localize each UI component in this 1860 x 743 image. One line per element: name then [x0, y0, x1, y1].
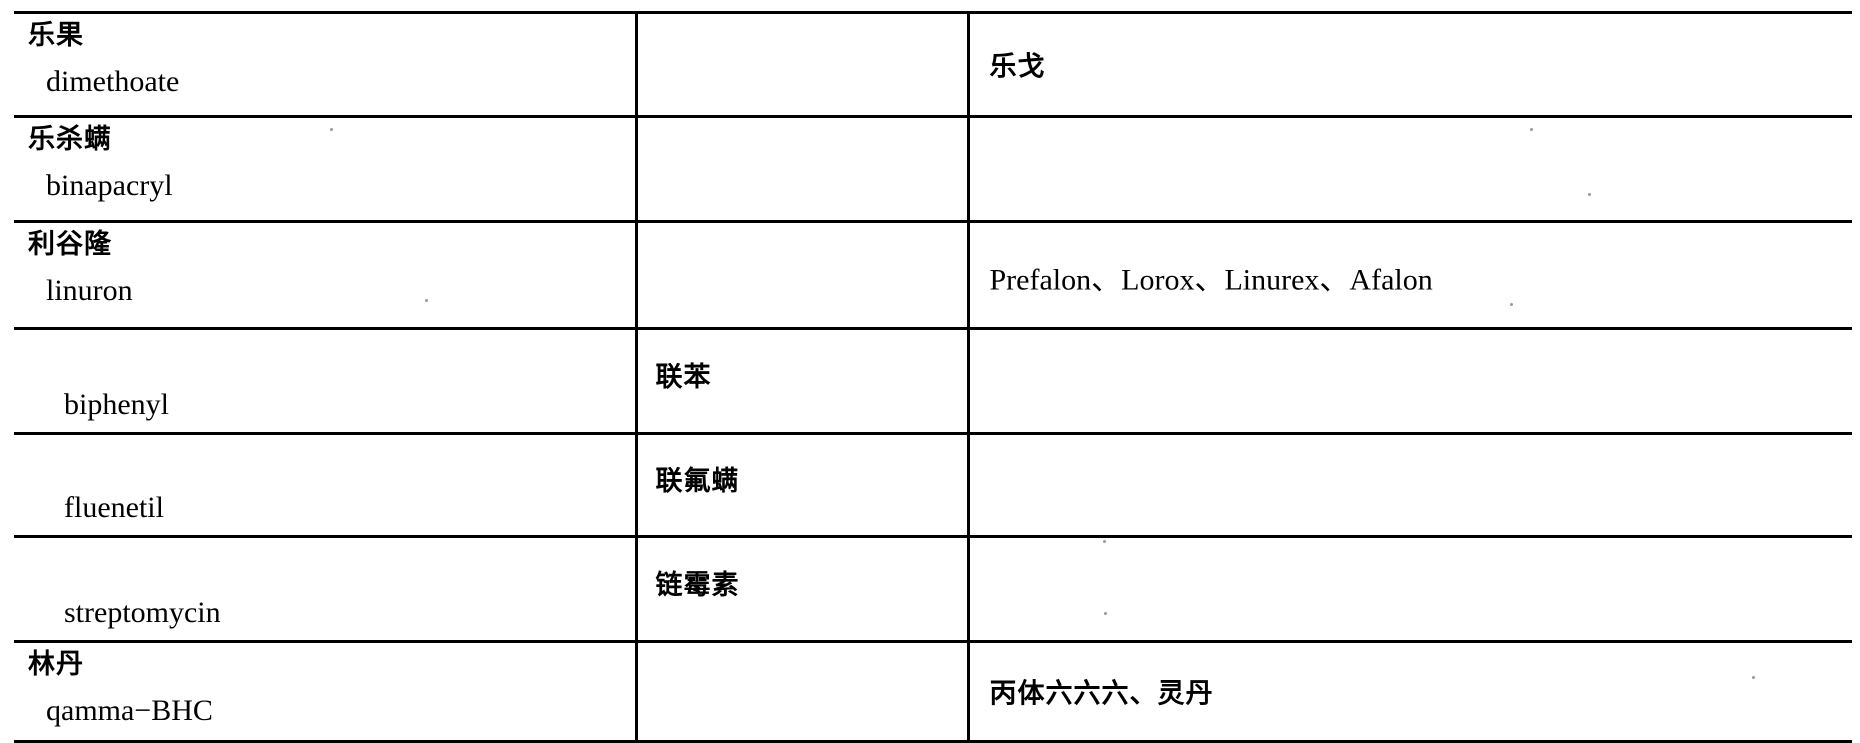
table-row: 林丹 qamma−BHC 丙体六六六、灵丹 — [14, 640, 1852, 743]
row-name-cell: 乐果 dimethoate — [14, 11, 638, 118]
chinese-alias: 联苯 — [655, 361, 712, 393]
name-block: 乐果 dimethoate — [14, 14, 635, 98]
latin-name: fluenetil — [64, 490, 164, 524]
scan-speckle — [425, 299, 428, 302]
table-row: streptomycin 链霉素 — [14, 535, 1852, 643]
table-row: biphenyl 联苯 — [14, 327, 1852, 435]
row-alias-cell — [634, 640, 970, 743]
trade-name-cn: 丙体六六六、灵丹 — [989, 678, 1214, 710]
row-trade-cell — [966, 115, 1852, 223]
row-name-cell: 乐杀螨 binapacryl — [14, 115, 638, 223]
latin-name: qamma−BHC — [46, 694, 213, 728]
row-alias-cell — [634, 115, 970, 223]
scan-speckle — [1588, 193, 1591, 196]
row-trade-cell — [966, 432, 1852, 538]
row-alias-cell: 联苯 — [634, 327, 970, 435]
table-row: fluenetil 联氟螨 — [14, 432, 1852, 538]
chinese-name: 乐杀螨 — [28, 124, 112, 155]
row-trade-cell: 乐戈 — [966, 11, 1852, 118]
table-row: 利谷隆 linuron Prefalon、Lorox、Linurex、Afalo… — [14, 220, 1852, 330]
row-trade-cell — [966, 327, 1852, 435]
chinese-name: 利谷隆 — [28, 229, 112, 260]
latin-name: biphenyl — [64, 387, 169, 421]
scan-speckle — [1752, 676, 1755, 679]
chinese-name: 林丹 — [28, 649, 84, 680]
trade-name-cn: 乐戈 — [989, 51, 1046, 83]
name-block: 乐杀螨 binapacryl — [14, 118, 635, 202]
scan-speckle — [1103, 540, 1106, 543]
row-trade-cell: 丙体六六六、灵丹 — [966, 640, 1852, 743]
table-row: 乐杀螨 binapacryl — [14, 115, 1852, 223]
row-alias-cell: 链霉素 — [634, 535, 970, 643]
scan-speckle — [1530, 128, 1533, 131]
row-trade-cell — [966, 535, 1852, 643]
name-block: 利谷隆 linuron — [14, 223, 635, 307]
chinese-name: 乐果 — [28, 20, 84, 51]
row-alias-cell: 联氟螨 — [634, 432, 970, 538]
row-name-cell: fluenetil — [14, 432, 638, 538]
row-name-cell: streptomycin — [14, 535, 638, 643]
row-name-cell: 林丹 qamma−BHC — [14, 640, 638, 743]
latin-name: streptomycin — [64, 595, 221, 629]
name-block: 林丹 qamma−BHC — [14, 643, 635, 727]
row-name-cell: biphenyl — [14, 327, 638, 435]
chinese-alias: 联氟螨 — [655, 465, 740, 497]
latin-name: binapacryl — [46, 169, 173, 203]
chinese-alias: 链霉素 — [655, 569, 740, 601]
row-alias-cell — [634, 11, 970, 118]
row-alias-cell — [634, 220, 970, 330]
scan-speckle — [330, 128, 333, 131]
trade-name-list: Prefalon、Lorox、Linurex、Afalon — [989, 263, 1433, 297]
table-row: 乐果 dimethoate 乐戈 — [14, 11, 1852, 118]
scan-speckle — [1510, 303, 1513, 306]
row-trade-cell: Prefalon、Lorox、Linurex、Afalon — [966, 220, 1852, 330]
latin-name: dimethoate — [46, 65, 180, 99]
pesticide-name-table: 乐果 dimethoate 乐戈 — [14, 11, 1852, 743]
scan-speckle — [1104, 612, 1107, 615]
latin-name: linuron — [46, 274, 133, 308]
row-name-cell: 利谷隆 linuron — [14, 220, 638, 330]
